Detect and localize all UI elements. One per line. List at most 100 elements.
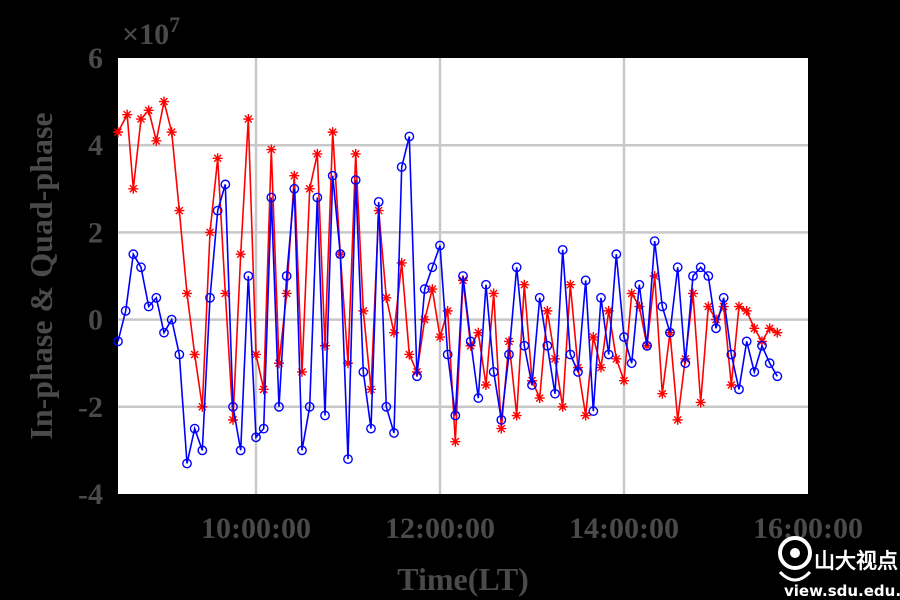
data-point	[734, 301, 744, 312]
data-point	[642, 340, 652, 351]
data-point	[718, 301, 729, 312]
y-axis-label: In-phase & Quad-phase	[23, 112, 59, 439]
data-point	[550, 353, 560, 364]
data-point	[473, 393, 484, 403]
data-point	[603, 349, 614, 360]
data-point	[412, 371, 422, 382]
data-point	[504, 349, 514, 360]
data-point	[749, 323, 760, 334]
data-point	[235, 445, 246, 456]
y-axis: -4 -2 0 2 4 6	[78, 42, 103, 511]
data-point	[381, 401, 392, 412]
data-point	[159, 327, 169, 338]
y-tick-label: 0	[88, 304, 103, 337]
x-tick-label: 12:00:00	[385, 512, 495, 545]
data-point	[289, 183, 300, 194]
data-point	[442, 305, 453, 316]
data-point	[358, 305, 369, 316]
data-point	[381, 292, 392, 303]
data-point	[143, 105, 154, 116]
data-point	[258, 423, 269, 434]
data-point	[680, 358, 691, 369]
data-point	[626, 358, 637, 369]
data-point	[519, 279, 530, 290]
data-point	[136, 114, 146, 125]
data-point	[128, 183, 139, 194]
data-point	[358, 367, 369, 377]
data-point	[657, 301, 668, 312]
data-point	[496, 423, 507, 434]
data-point	[427, 262, 438, 273]
data-point	[511, 410, 522, 421]
data-point	[235, 249, 246, 260]
data-point	[573, 367, 583, 377]
data-point	[481, 380, 491, 390]
data-point	[741, 305, 752, 316]
data-point	[534, 292, 545, 303]
data-point	[281, 288, 292, 299]
data-point	[396, 162, 407, 172]
data-point	[473, 327, 484, 338]
data-point	[527, 380, 537, 390]
data-point	[726, 380, 737, 390]
x-axis-label: Time(LT)	[397, 561, 529, 597]
data-point	[419, 314, 430, 325]
data-point	[113, 336, 123, 347]
data-point	[389, 428, 399, 438]
y-tick-label: -4	[78, 478, 103, 511]
data-point	[350, 175, 361, 185]
data-point	[220, 288, 231, 299]
data-point	[596, 292, 606, 303]
data-point	[297, 366, 307, 377]
data-point	[450, 436, 461, 447]
y-tick-label: 4	[88, 129, 103, 162]
data-point	[389, 327, 399, 338]
data-point	[327, 127, 338, 138]
data-point	[695, 397, 706, 408]
data-point	[128, 249, 139, 260]
data-point	[465, 336, 476, 347]
data-point	[274, 358, 284, 369]
data-point	[212, 153, 223, 164]
data-point	[251, 349, 261, 360]
data-point	[611, 353, 622, 364]
data-point	[588, 332, 599, 343]
data-point	[703, 301, 714, 312]
data-point	[565, 349, 576, 360]
data-point	[143, 301, 154, 312]
data-point	[266, 144, 277, 155]
data-point	[435, 240, 445, 251]
data-point	[404, 131, 415, 142]
watermark: 山大视点 view.sdu.edu.cn	[778, 536, 900, 600]
data-point	[626, 288, 637, 299]
data-point	[672, 414, 683, 425]
data-point	[603, 305, 614, 316]
data-point	[741, 336, 752, 347]
y-tick-label: 6	[88, 42, 103, 75]
y-tick-label: -2	[78, 391, 103, 424]
data-point	[122, 109, 133, 120]
data-point	[396, 257, 407, 268]
data-point	[749, 367, 760, 377]
data-point	[197, 445, 208, 456]
data-point	[665, 327, 675, 338]
data-point	[565, 279, 576, 290]
data-point	[197, 401, 208, 412]
data-point	[419, 284, 430, 294]
data-point	[205, 227, 215, 238]
data-point	[274, 401, 284, 412]
data-point	[757, 340, 767, 351]
data-point	[151, 135, 162, 146]
data-point	[366, 384, 376, 395]
watermark-brand: 山大视点	[814, 549, 898, 573]
data-point	[174, 349, 185, 360]
data-point	[343, 358, 353, 369]
data-point	[320, 410, 330, 421]
data-point	[718, 292, 729, 303]
x-tick-label: 10:00:00	[201, 512, 311, 545]
data-point	[557, 401, 568, 412]
data-point	[251, 432, 261, 443]
series-blue	[113, 131, 783, 469]
y-multiplier-base: ×10	[122, 18, 169, 51]
data-point	[596, 362, 606, 373]
